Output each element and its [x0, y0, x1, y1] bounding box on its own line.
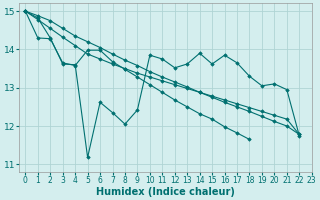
X-axis label: Humidex (Indice chaleur): Humidex (Indice chaleur) [96, 187, 235, 197]
